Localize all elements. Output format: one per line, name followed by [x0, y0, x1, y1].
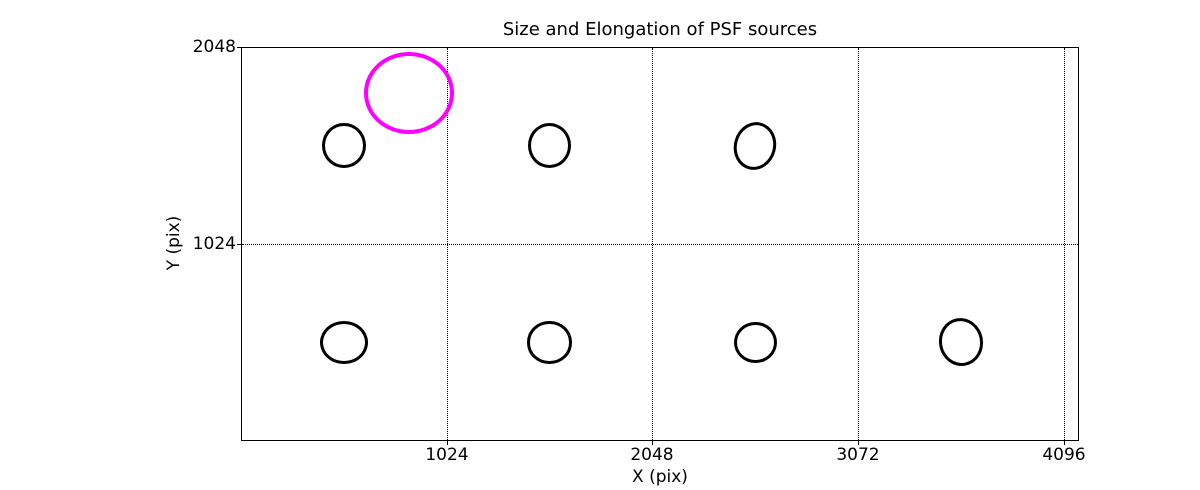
- x-tick: [1064, 441, 1065, 445]
- x-tick-label: 2048: [630, 445, 674, 465]
- y-tick-label: 2048: [192, 37, 236, 57]
- x-tick: [858, 441, 859, 445]
- x-tick: [447, 441, 448, 445]
- y-tick-label: 1024: [192, 234, 236, 254]
- y-gridline: [242, 244, 1078, 245]
- psf-ellipse: [527, 321, 572, 364]
- x-tick: [652, 441, 653, 445]
- psf-ellipse: [527, 122, 572, 168]
- x-tick-label: 3072: [836, 445, 880, 465]
- chart-title: Size and Elongation of PSF sources: [502, 19, 818, 40]
- y-tick: [237, 244, 241, 245]
- y-tick: [237, 47, 241, 48]
- x-tick-label: 4096: [1042, 445, 1086, 465]
- psf-ellipse: [322, 122, 366, 168]
- x-axis-label: X (pix): [632, 467, 688, 487]
- psf-ellipse: [319, 320, 368, 365]
- y-axis-label: Y (pix): [164, 215, 184, 271]
- x-tick-label: 1024: [425, 445, 469, 465]
- psf-ellipse: [733, 321, 777, 364]
- plot-frame: [241, 47, 1079, 441]
- flagged-psf-ellipse: [363, 52, 454, 134]
